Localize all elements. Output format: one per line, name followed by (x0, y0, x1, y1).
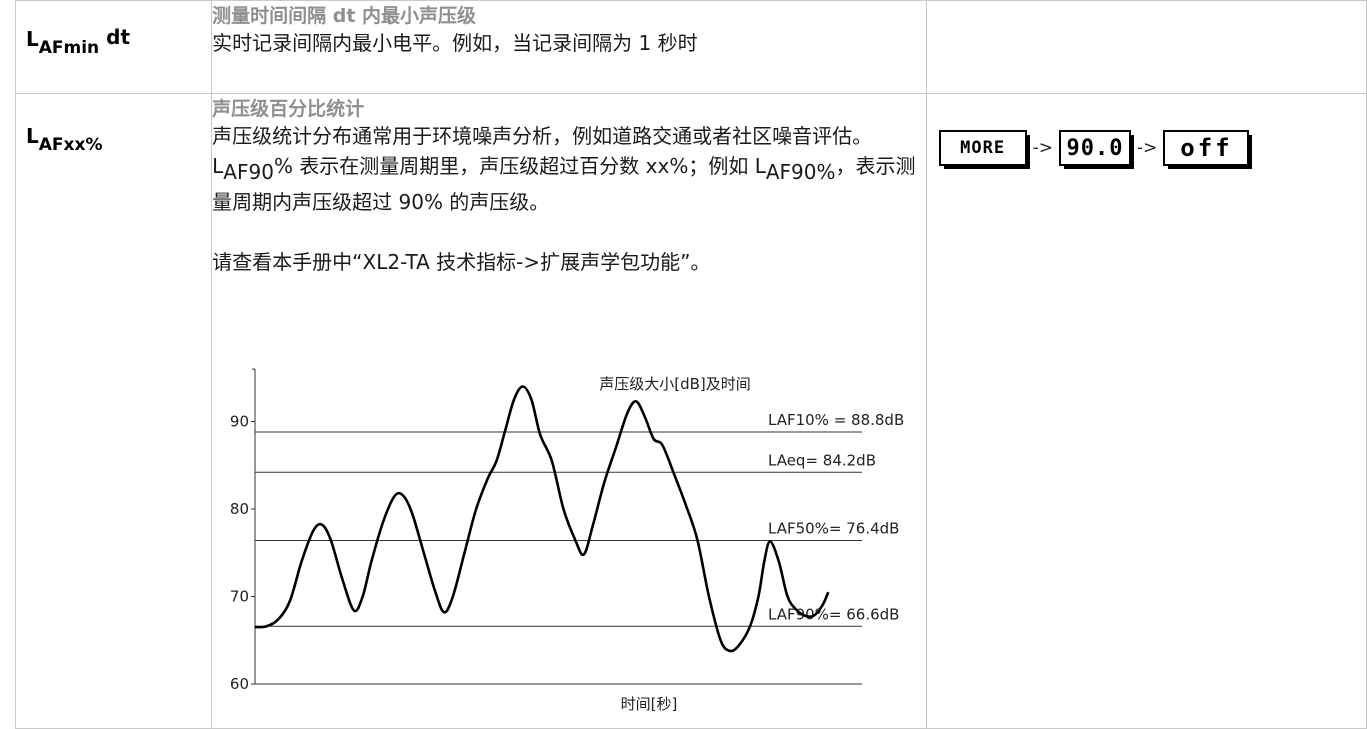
para-text-b: % 表示在测量周期里，声压级超过百分数 xx%；例如 L (273, 154, 766, 178)
chart-svg: 声压级大小[dB]及时间 时间[秒] 60 70 80 90 LAF10% = 88.… (230, 368, 904, 713)
description-paragraph: 声压级统计分布通常用于环境噪声分析，例如道路交通或者社区噪音评估。LAF90% … (212, 121, 926, 217)
percentile-value-display[interactable]: 90.0 (1059, 130, 1135, 169)
term-main: L (26, 124, 39, 148)
term-lafxx-percent: LAFxx% (16, 94, 211, 155)
value-label: 90.0 (1066, 135, 1124, 161)
reference-line-label: LAeq= 84.2dB (768, 451, 876, 469)
description-text: 实时记录间隔内最小电平。例如，当记录间隔为 1 秒时 (212, 31, 698, 55)
reference-line-label: LAF90%= 66.6dB (768, 605, 899, 623)
chart-title: 声压级大小[dB]及时间 (599, 375, 751, 393)
table-row-lafmin: LAFmin dt 测量时间间隔 dt 内最小声压级 实时记录间隔内最小电平。例… (14, 0, 1367, 94)
term-subscript: AFxx% (38, 135, 103, 155)
spl-series-line (255, 385, 830, 653)
para-text-a: 声压级统计分布通常用于环境噪声分析，例如道路交通或者社区噪音评估。L (212, 124, 873, 178)
arrow-icon: -> (1032, 138, 1054, 158)
chart-xlabel: 时间[秒] (621, 695, 678, 713)
term-main: L (26, 27, 39, 51)
off-button[interactable]: off (1163, 130, 1253, 169)
reference-line-label: LAF50%= 76.4dB (768, 520, 899, 538)
term-tail: dt (99, 25, 131, 49)
y-tick-label: 70 (230, 588, 249, 606)
arrow-icon: -> (1137, 138, 1158, 158)
reference-line-label: LAF10% = 88.8dB (768, 411, 904, 429)
spl-time-chart: 声压级大小[dB]及时间 时间[秒] 60 70 80 90 LAF10% = 88.… (212, 359, 926, 719)
description-title: 测量时间间隔 dt 内最小声压级 (212, 5, 477, 27)
y-tick-label: 80 (230, 500, 249, 518)
display-cell-empty (925, 0, 1367, 94)
lcd-button-sequence: MORE -> 90.0 -> off (938, 130, 1366, 169)
description-cell: 声压级百分比统计 声压级统计分布通常用于环境噪声分析，例如道路交通或者社区噪音评… (211, 93, 927, 729)
y-tick-label: 90 (230, 413, 249, 431)
parameter-table: LAFmin dt 测量时间间隔 dt 内最小声压级 实时记录间隔内最小电平。例… (14, 0, 1367, 729)
para-subscript-2: AF90% (765, 160, 836, 184)
more-button[interactable]: MORE (938, 130, 1030, 169)
term-lafmin-dt: LAFmin dt (16, 1, 211, 58)
para-subscript-1: AF90 (223, 160, 274, 184)
term-subscript: AFmin (38, 38, 100, 58)
y-tick-label: 60 (230, 675, 249, 693)
description-title: 声压级百分比统计 (212, 98, 365, 120)
para-text-c: ，表示测量周期内声压级超过 90% 的声压级。 (212, 154, 916, 214)
term-cell: LAFmin dt (14, 0, 213, 94)
off-label: off (1180, 134, 1233, 162)
description-cell: 测量时间间隔 dt 内最小声压级 实时记录间隔内最小电平。例如，当记录间隔为 1… (211, 0, 927, 94)
display-cell: MORE -> 90.0 -> off (925, 93, 1367, 729)
more-label: MORE (960, 138, 1006, 158)
manual-reference-text: 请查看本手册中“XL2-TA 技术指标->扩展声学包功能”。 (212, 250, 711, 274)
term-cell: LAFxx% (14, 93, 213, 729)
table-row-lafxx: LAFxx% 声压级百分比统计 声压级统计分布通常用于环境噪声分析，例如道路交通… (14, 93, 1367, 729)
